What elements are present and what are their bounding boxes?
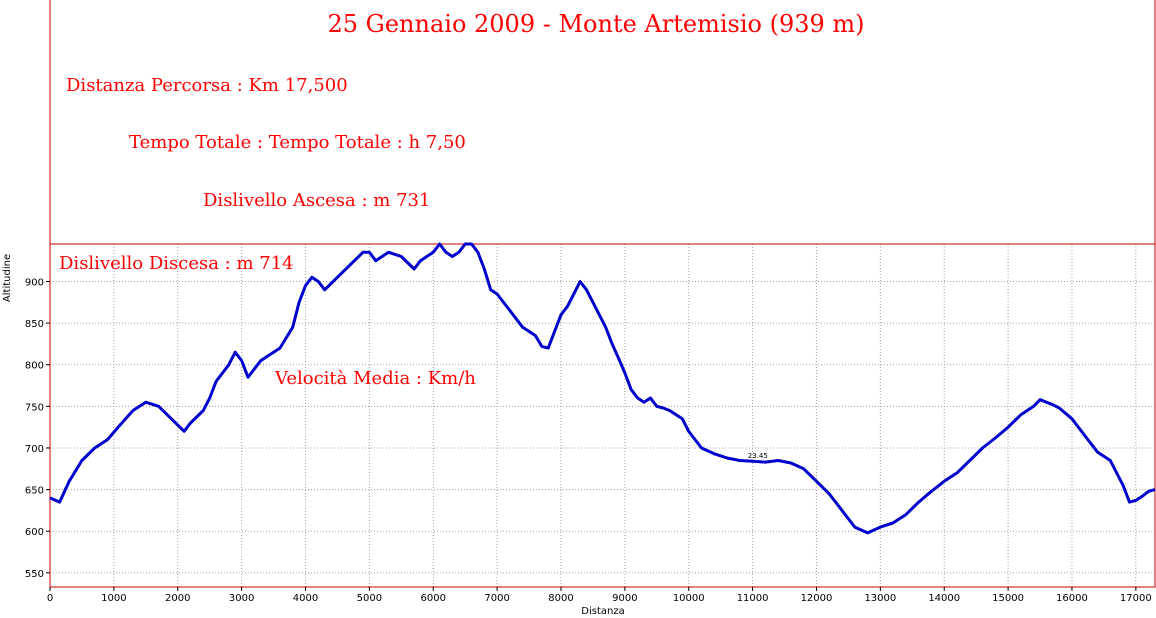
- x-tick-label: 4000: [293, 593, 318, 604]
- y-tick-label: 700: [25, 444, 44, 455]
- distance-marker: 23.45: [748, 452, 768, 460]
- y-axis-title: Altitudine: [2, 254, 13, 302]
- x-tick-label: 3000: [229, 593, 254, 604]
- y-tick-label: 800: [25, 361, 44, 372]
- marker-label: 23.45: [748, 452, 768, 460]
- x-tick-label: 7000: [484, 593, 509, 604]
- x-tick-label: 16000: [1056, 593, 1088, 604]
- annotation-total-time: Tempo Totale : Tempo Totale : h 7,50: [129, 132, 466, 153]
- annotation-distance: Distanza Percorsa : Km 17,500: [66, 75, 348, 96]
- annotation-ascent: Dislivello Ascesa : m 731: [203, 190, 430, 211]
- x-tick-label: 8000: [548, 593, 573, 604]
- y-tick-label: 600: [25, 527, 44, 538]
- x-tick-label: 5000: [357, 593, 382, 604]
- x-tick-label: 9000: [612, 593, 637, 604]
- y-tick-label: 900: [25, 277, 44, 288]
- x-tick-label: 17000: [1120, 593, 1152, 604]
- x-tick-label: 13000: [864, 593, 896, 604]
- annotation-descent: Dislivello Discesa : m 714: [59, 253, 294, 274]
- x-axis-title: Distanza: [581, 606, 624, 617]
- x-tick-label: 6000: [421, 593, 446, 604]
- y-tick-label: 850: [25, 319, 44, 330]
- x-tick-label: 0: [47, 593, 53, 604]
- x-tick-label: 1000: [101, 593, 126, 604]
- y-tick-label: 750: [25, 402, 44, 413]
- x-tick-label: 14000: [928, 593, 960, 604]
- annotation-avg-speed: Velocità Media : Km/h: [274, 368, 476, 389]
- x-tick-label: 12000: [801, 593, 833, 604]
- y-tick-label: 650: [25, 486, 44, 497]
- x-tick-label: 15000: [992, 593, 1024, 604]
- x-tick-label: 2000: [165, 593, 190, 604]
- x-tick-label: 11000: [737, 593, 769, 604]
- chart-title: 25 Gennaio 2009 - Monte Artemisio (939 m…: [328, 10, 865, 38]
- x-tick-label: 10000: [673, 593, 705, 604]
- y-tick-label: 550: [25, 569, 44, 580]
